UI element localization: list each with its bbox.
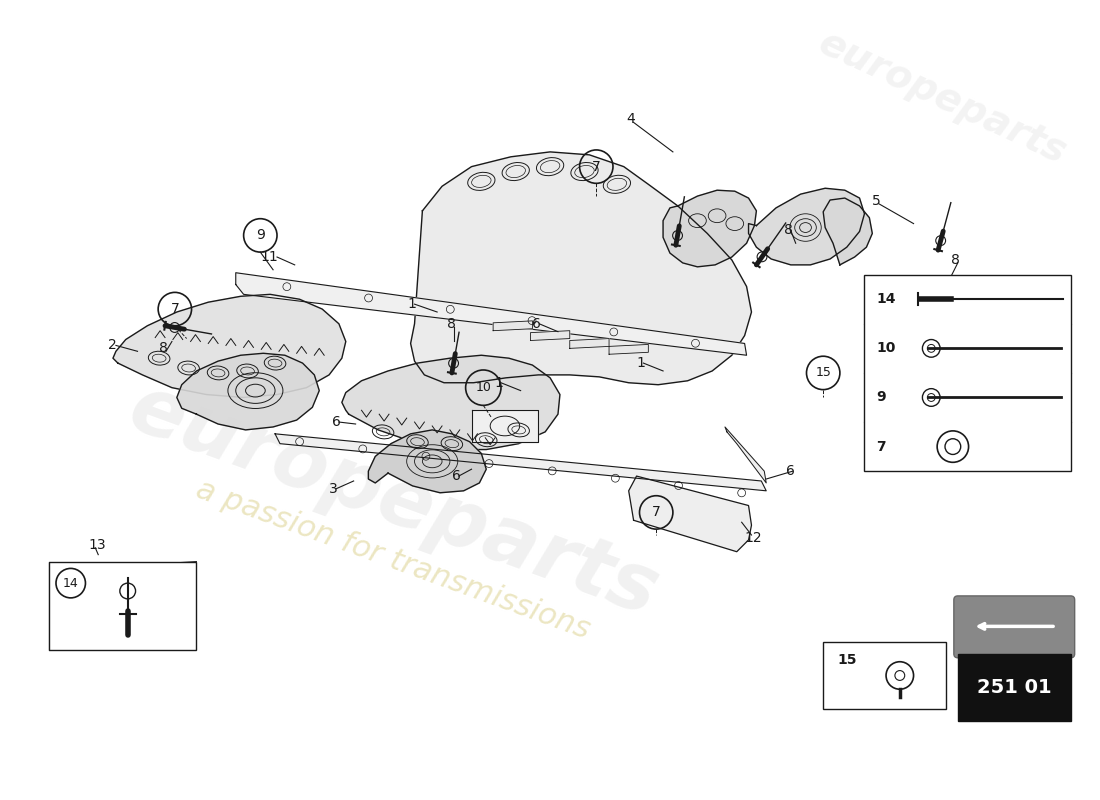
Text: 11: 11 (261, 250, 278, 264)
Text: 15: 15 (837, 653, 857, 666)
Polygon shape (342, 355, 560, 450)
Text: 6: 6 (785, 464, 794, 478)
Text: 6: 6 (332, 415, 341, 429)
Text: 1: 1 (637, 356, 646, 370)
Text: 8: 8 (160, 342, 168, 355)
Polygon shape (609, 345, 648, 354)
Polygon shape (235, 273, 747, 355)
Text: a passion for transmissions: a passion for transmissions (192, 474, 594, 645)
FancyBboxPatch shape (50, 562, 197, 650)
FancyBboxPatch shape (958, 654, 1070, 721)
Polygon shape (177, 354, 319, 430)
Polygon shape (472, 410, 538, 442)
FancyBboxPatch shape (954, 596, 1075, 658)
Text: 7: 7 (652, 506, 661, 519)
Text: 7: 7 (170, 302, 179, 316)
Text: 9: 9 (256, 228, 265, 242)
Text: 5: 5 (872, 194, 881, 208)
Text: 6: 6 (532, 317, 541, 331)
Text: 251 01: 251 01 (977, 678, 1052, 697)
Polygon shape (663, 190, 757, 267)
FancyBboxPatch shape (823, 642, 946, 709)
Text: 13: 13 (88, 538, 106, 552)
Polygon shape (113, 294, 345, 398)
Text: 3: 3 (329, 482, 338, 496)
Text: europeparts: europeparts (118, 369, 668, 633)
Polygon shape (823, 198, 872, 265)
Text: 10: 10 (877, 342, 895, 355)
Polygon shape (629, 476, 751, 552)
Text: 12: 12 (745, 531, 762, 545)
Polygon shape (410, 152, 751, 385)
Text: 7: 7 (592, 160, 601, 174)
Text: 14: 14 (63, 577, 78, 590)
Polygon shape (748, 188, 865, 265)
Text: 9: 9 (877, 390, 886, 405)
Text: 2: 2 (108, 338, 117, 353)
Text: 6: 6 (452, 469, 461, 483)
Polygon shape (368, 430, 486, 493)
Text: 8: 8 (784, 223, 793, 238)
Polygon shape (530, 330, 570, 341)
Polygon shape (493, 321, 532, 330)
Polygon shape (725, 427, 767, 483)
Text: 1: 1 (494, 376, 503, 390)
Text: 4: 4 (627, 113, 636, 126)
FancyBboxPatch shape (865, 274, 1070, 471)
Text: 1: 1 (408, 297, 417, 311)
Text: 10: 10 (475, 381, 492, 394)
Text: 15: 15 (815, 366, 832, 379)
Text: europeparts: europeparts (813, 24, 1072, 172)
Polygon shape (570, 338, 609, 348)
Text: 8: 8 (950, 253, 960, 267)
Text: 14: 14 (877, 292, 895, 306)
Text: 8: 8 (447, 317, 455, 331)
Text: 7: 7 (877, 439, 886, 454)
Polygon shape (275, 434, 767, 491)
